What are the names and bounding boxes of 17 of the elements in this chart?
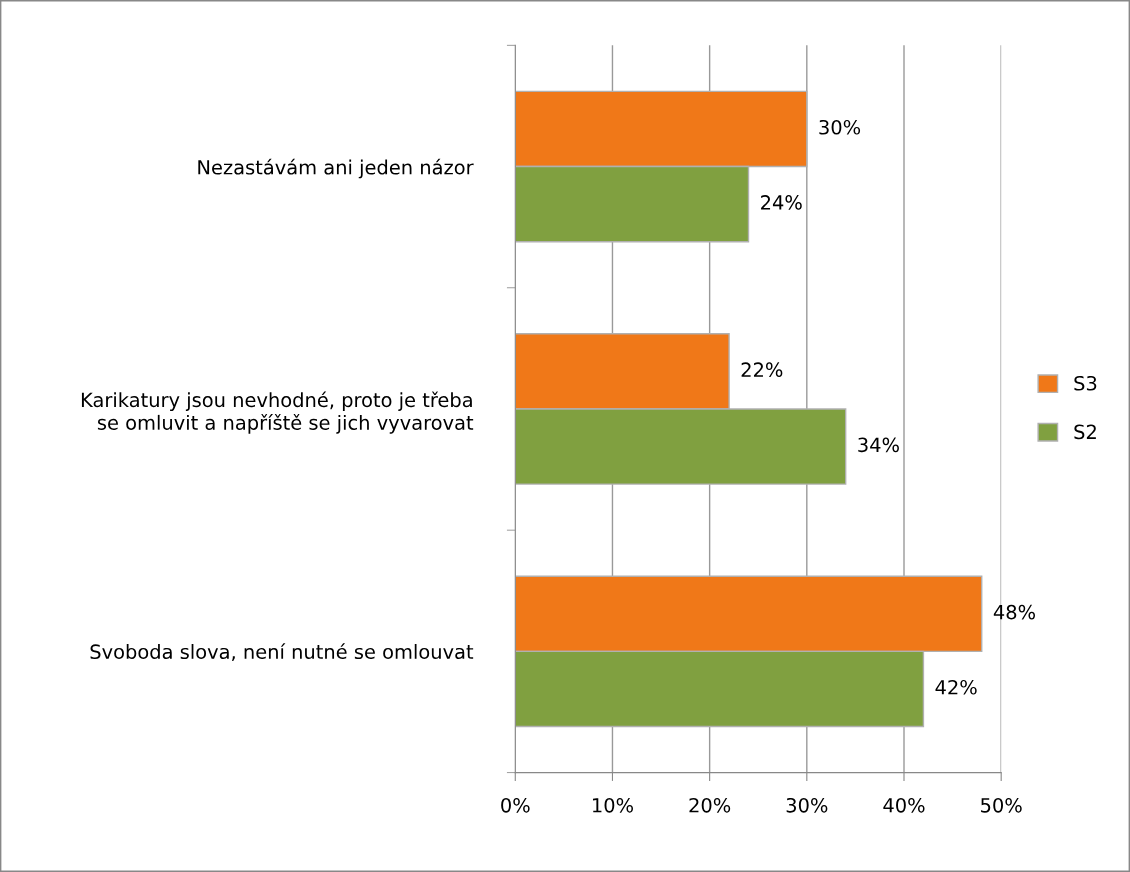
legend-label: S2 [1074,424,1096,440]
x-tick-label: 40% [883,797,925,813]
y-tick-label: Karikatury jsou nevhodné, proto je třeba se omluvit a napříště se jich vyvarovat [81,391,474,434]
x-tick-label: 0% [501,797,530,813]
data-label: 22% [741,362,783,378]
x-tick-label: 10% [592,797,633,813]
x-tick-label: 30% [786,797,828,813]
data-label: 30% [819,119,861,135]
data-label: 42% [935,679,977,695]
x-tick-label: 50% [981,797,1022,813]
x-tick-label: 20% [689,797,731,813]
y-tick-label: Svoboda slova, není nutné se omlouvat [90,643,474,662]
data-label: 24% [761,195,802,210]
y-tick-label: Nezastávám ani jeden názor [198,158,474,179]
legend-label: S3 [1074,375,1097,391]
data-label: 34% [858,437,899,453]
data-label: 48% [993,604,1035,620]
